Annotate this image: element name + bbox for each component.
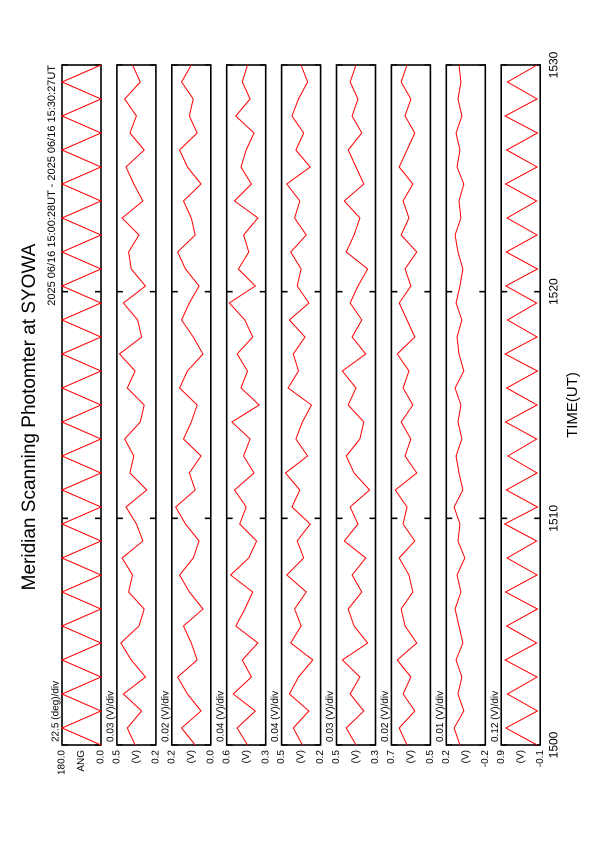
y-axis-label: (V) bbox=[186, 750, 197, 763]
x-tick-label: 1530 bbox=[546, 51, 560, 78]
data-line bbox=[175, 64, 204, 746]
panel-frame bbox=[500, 64, 542, 746]
y-tick-label: 0.2 bbox=[151, 750, 162, 764]
y-tick-label: 0.0 bbox=[96, 750, 107, 764]
x-tick-label: 1520 bbox=[546, 278, 560, 305]
rotated-plot: Meridian Scanning Photomter at SYOWA 202… bbox=[19, 51, 581, 775]
panel-frame bbox=[280, 64, 322, 746]
y-tick-label: 180.0 bbox=[57, 750, 68, 775]
y-axis-label: (V) bbox=[241, 750, 252, 763]
panel-frame bbox=[61, 64, 102, 746]
y-tick-label: 0.5 bbox=[112, 750, 123, 764]
y-axis-label: ANG bbox=[76, 750, 87, 772]
y-tick-label: 0.0 bbox=[205, 750, 216, 764]
panel-scale: 0.04 (V)/div bbox=[270, 691, 281, 742]
y-axis-label: (V) bbox=[406, 750, 417, 763]
y-axis-label: (V) bbox=[131, 750, 142, 763]
y-tick-label: 0.3 bbox=[260, 750, 271, 764]
panel-frame bbox=[390, 64, 432, 746]
panel-frame bbox=[116, 64, 157, 746]
panel-scale: 0.02 (V)/div bbox=[160, 691, 171, 742]
y-tick-label: 0.5 bbox=[425, 750, 436, 764]
panel-frame bbox=[445, 64, 487, 746]
panel-frame bbox=[225, 64, 267, 746]
y-tick-label: 0.3 bbox=[370, 750, 381, 764]
y-tick-label: 0.2 bbox=[166, 750, 177, 764]
panel-scale: 22.5 (deg)/div bbox=[51, 681, 62, 742]
x-tick-label: 1500 bbox=[546, 731, 560, 758]
panel-scale: 0.01 (V)/div bbox=[435, 691, 446, 742]
panel-scale: 0.03 (V)/div bbox=[325, 691, 336, 742]
x-tick-label: 1510 bbox=[546, 505, 560, 532]
y-tick-label: 0.9 bbox=[496, 750, 507, 764]
data-line bbox=[394, 64, 418, 746]
y-tick-label: 0.2 bbox=[441, 750, 452, 764]
y-axis-label: (V) bbox=[460, 750, 471, 763]
y-axis-label: (V) bbox=[296, 750, 307, 763]
y-tick-label: -0.2 bbox=[480, 750, 491, 768]
y-tick-label: 0.6 bbox=[221, 750, 232, 764]
panel-scale: 0.03 (V)/div bbox=[106, 691, 117, 742]
y-tick-label: 0.5 bbox=[331, 750, 342, 764]
x-axis-title: TIME(UT) bbox=[564, 372, 581, 438]
data-line bbox=[118, 64, 148, 746]
y-tick-label: 0.7 bbox=[386, 750, 397, 764]
panel-scale: 0.12 (V)/div bbox=[490, 691, 501, 742]
data-line bbox=[341, 64, 371, 746]
data-line bbox=[228, 64, 261, 746]
data-line bbox=[284, 64, 314, 746]
subtitle: 2025 06/16 15:00:28UT - 2025 06/16 15:30… bbox=[46, 65, 58, 306]
y-axis-label: (V) bbox=[351, 750, 362, 763]
data-line bbox=[453, 64, 466, 746]
panel-scale: 0.02 (V)/div bbox=[380, 691, 391, 742]
chart-title: Meridian Scanning Photomter at SYOWA bbox=[19, 243, 40, 590]
panel-scale: 0.04 (V)/div bbox=[215, 691, 226, 742]
y-axis-label: (V) bbox=[515, 750, 526, 763]
data-line bbox=[60, 64, 103, 746]
y-tick-label: 0.2 bbox=[315, 750, 326, 764]
y-tick-label: 0.5 bbox=[276, 750, 287, 764]
y-tick-label: -0.1 bbox=[535, 750, 546, 768]
data-line bbox=[503, 64, 539, 746]
